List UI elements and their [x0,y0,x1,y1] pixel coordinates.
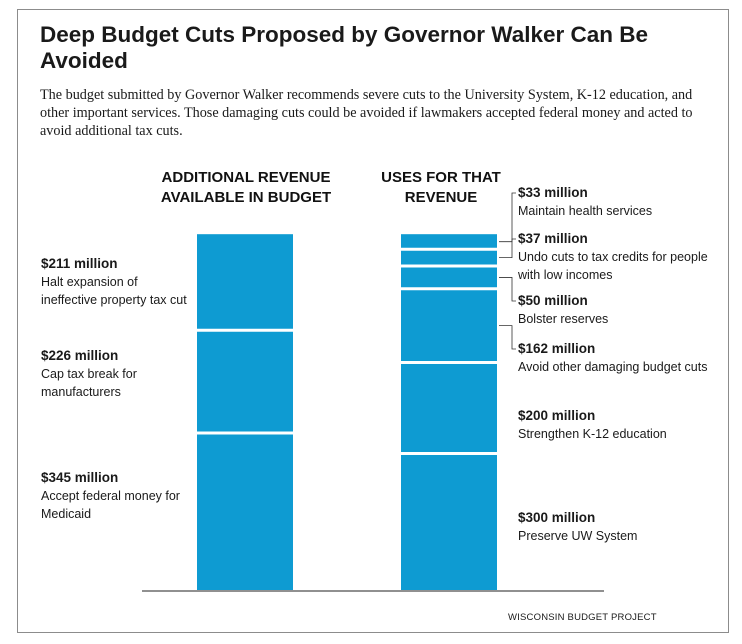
bar-segment [401,362,497,454]
segment-label: $345 million Accept federal money for Med… [41,469,191,523]
segment-amount: $211 million [41,256,118,271]
segment-description: Undo cuts to tax credits for people with… [518,250,708,282]
segment-description: Preserve UW System [518,529,638,543]
segment-label: $162 million Avoid other damaging budget … [518,340,718,376]
segment-amount: $345 million [41,470,119,485]
segment-label: $50 million Bolster reserves [518,292,718,328]
bar-segment [401,234,497,250]
segment-amount: $200 million [518,408,596,423]
segment-amount: $37 million [518,231,588,246]
segment-description: Cap tax break for manufacturers [41,367,137,399]
chart-subtitle: The budget submitted by Governor Walker … [40,87,693,139]
segment-label: $226 million Cap tax break for manufactur… [41,347,191,401]
bar-segment [401,249,497,267]
segment-amount: $50 million [518,293,588,308]
bar-segment [401,453,497,590]
chart-title: Deep Budget Cuts Proposed by Governor Wa… [40,22,649,73]
segment-amount: $226 million [41,348,119,363]
segment-amount: $162 million [518,341,596,356]
column-header-revenue: ADDITIONAL REVENUE AVAILABLE IN BUDGET [160,169,332,206]
segment-label: $200 million Strengthen K-12 education [518,407,718,443]
segment-description: Maintain health services [518,204,653,218]
leader-line [499,325,516,350]
segment-description: Accept federal money for Medicaid [41,489,180,521]
bar-segment [401,266,497,289]
chart-frame [17,9,729,633]
bar-segment [197,330,293,434]
segment-label: $211 million Halt expansion of ineffectiv… [41,255,191,309]
segment-amount: $33 million [518,185,588,200]
segment-description: Halt expansion of ineffective property t… [41,275,187,307]
segment-label: $33 million Maintain health services [518,184,718,220]
leader-line [499,277,516,302]
leader-line [499,238,516,259]
bar-segment [197,234,293,331]
segment-description: Avoid other damaging budget cuts [518,360,708,374]
segment-label: $37 million Undo cuts to tax credits for … [518,230,718,284]
segment-description: Bolster reserves [518,312,609,326]
segment-label: $300 million Preserve UW System [518,509,718,545]
segment-amount: $300 million [518,510,596,525]
source-credit: WISCONSIN BUDGET PROJECT [508,612,657,623]
leader-line [499,192,516,243]
bar-segment [401,288,497,363]
column-header-uses: USES FOR THAT REVENUE [381,169,501,206]
bar-segment [197,433,293,590]
segment-description: Strengthen K-12 education [518,427,667,441]
